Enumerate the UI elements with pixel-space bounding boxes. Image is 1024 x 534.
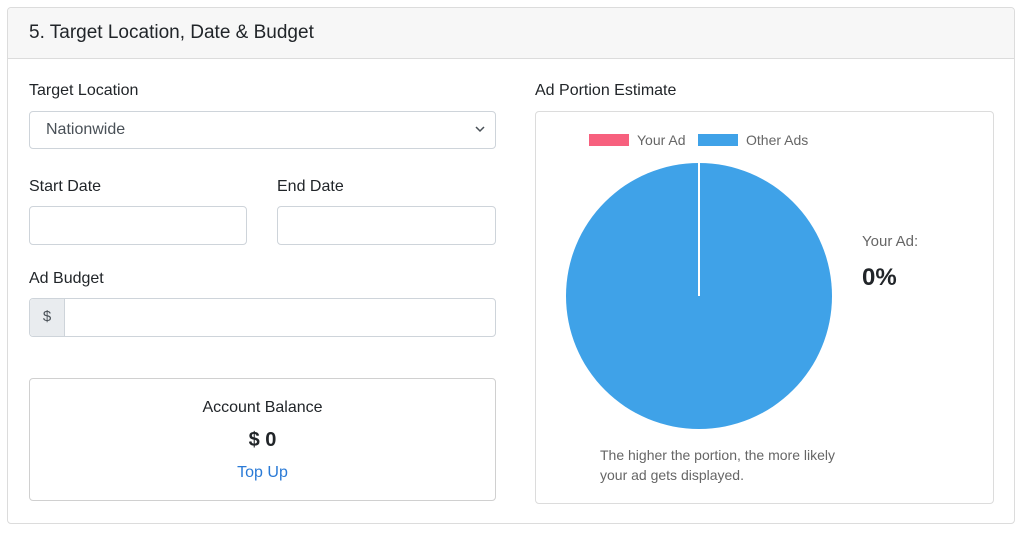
target-location-label: Target Location xyxy=(29,82,139,99)
portion-caption: The higher the portion, the more likely … xyxy=(600,447,836,483)
section-title: 5. Target Location, Date & Budget xyxy=(29,22,314,43)
legend-swatch-other-ads xyxy=(698,134,738,146)
chevron-down-icon xyxy=(475,120,485,141)
ad-portion-chart-panel: Your Ad Other Ads Your Ad: 0% The higher… xyxy=(535,111,994,504)
section-header: 5. Target Location, Date & Budget xyxy=(8,8,1014,59)
start-date-input[interactable] xyxy=(29,206,247,245)
ad-budget-input[interactable]: $ xyxy=(29,298,496,337)
legend-label-other-ads: Other Ads xyxy=(746,132,809,148)
target-location-select[interactable]: Nationwide xyxy=(29,111,496,149)
ad-budget-label: Ad Budget xyxy=(29,270,104,287)
ad-portion-pie-chart xyxy=(566,163,832,429)
account-balance-card: Account Balance $ 0 Top Up xyxy=(29,378,496,501)
target-location-value: Nationwide xyxy=(46,121,126,138)
end-date-input[interactable] xyxy=(277,206,496,245)
top-up-link[interactable]: Top Up xyxy=(237,464,288,481)
account-balance-amount: $ 0 xyxy=(248,429,277,451)
account-balance-title: Account Balance xyxy=(202,399,323,416)
end-date-label: End Date xyxy=(277,178,344,195)
start-date-label: Start Date xyxy=(29,178,102,195)
legend-swatch-your-ad xyxy=(589,134,629,146)
legend-label-your-ad: Your Ad xyxy=(637,132,686,148)
currency-prefix: $ xyxy=(30,299,65,336)
your-ad-portion-label: Your Ad: xyxy=(862,233,919,250)
target-location-section: 5. Target Location, Date & Budget Target… xyxy=(7,7,1015,524)
your-ad-portion-value: 0% xyxy=(862,264,897,291)
ad-portion-estimate-title: Ad Portion Estimate xyxy=(535,82,677,99)
